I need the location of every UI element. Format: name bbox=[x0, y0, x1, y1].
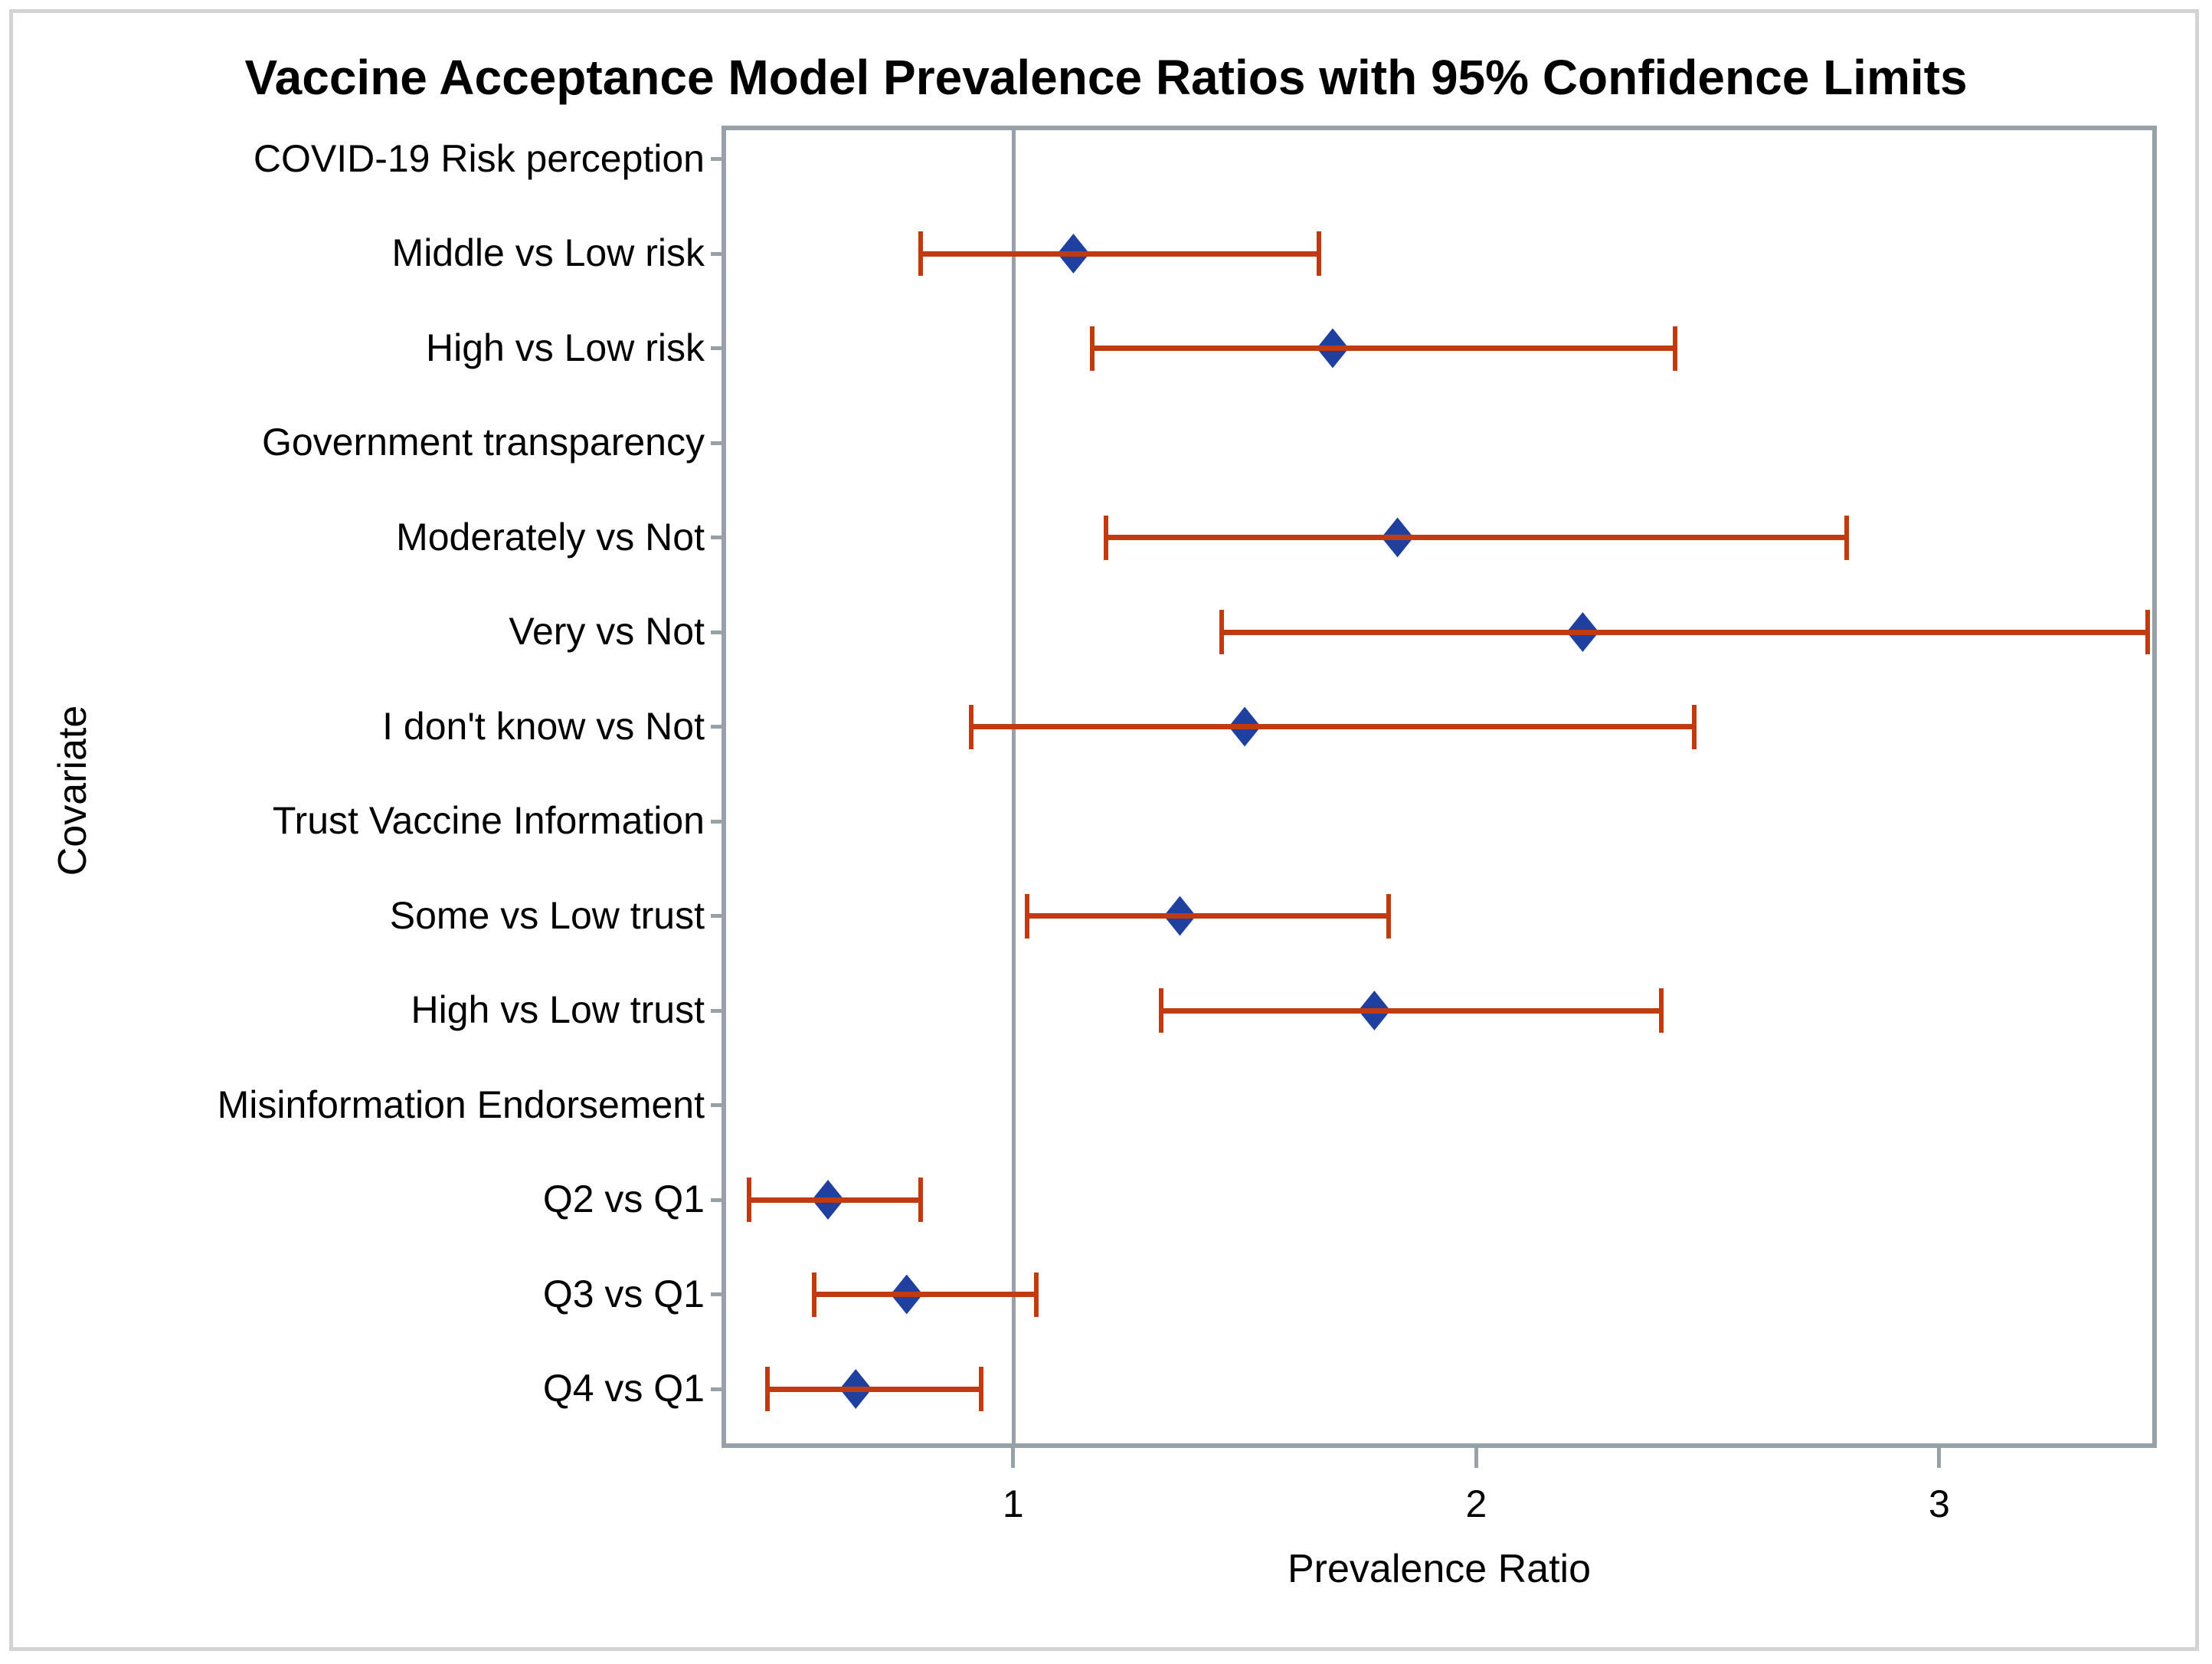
ci-cap-upper bbox=[918, 1178, 923, 1222]
confidence-interval-bar bbox=[1026, 913, 1389, 919]
ci-cap-lower bbox=[765, 1367, 771, 1411]
y-axis-tick bbox=[711, 1292, 726, 1296]
category-label: I don't know vs Not bbox=[382, 704, 705, 748]
ci-cap-upper bbox=[1034, 1272, 1039, 1317]
confidence-interval-bar bbox=[767, 1386, 981, 1392]
ci-cap-lower bbox=[811, 1272, 816, 1317]
confidence-interval-bar bbox=[1221, 629, 2148, 635]
ci-cap-lower bbox=[918, 231, 923, 276]
ci-cap-lower bbox=[1089, 326, 1095, 371]
confidence-interval-bar bbox=[1105, 535, 1847, 540]
category-header-label: Government transparency bbox=[261, 420, 705, 463]
ci-cap-upper bbox=[1673, 326, 1678, 371]
ci-cap-upper bbox=[1691, 704, 1697, 749]
y-axis-tick bbox=[711, 1197, 726, 1202]
y-axis-title: Covariate bbox=[51, 705, 95, 876]
category-label: Some vs Low trust bbox=[389, 893, 705, 937]
category-header-label: Misinformation Endorsement bbox=[217, 1083, 705, 1126]
ci-cap-upper bbox=[978, 1367, 983, 1411]
x-axis-tick-label: 1 bbox=[1002, 1482, 1024, 1525]
category-label: High vs Low risk bbox=[426, 326, 705, 369]
y-axis-tick bbox=[711, 1103, 726, 1107]
ci-cap-lower bbox=[747, 1178, 752, 1222]
x-axis-tick bbox=[1937, 1448, 1942, 1468]
figure-border bbox=[9, 9, 2199, 1651]
confidence-interval-bar bbox=[920, 251, 1319, 257]
category-label: Q3 vs Q1 bbox=[542, 1272, 705, 1315]
category-header-label: Trust Vaccine Information bbox=[272, 798, 705, 842]
confidence-interval-bar bbox=[1091, 346, 1676, 351]
category-label: Q2 vs Q1 bbox=[542, 1177, 705, 1220]
ci-cap-upper bbox=[2145, 610, 2150, 654]
confidence-interval-bar bbox=[1161, 1007, 1662, 1014]
ci-cap-upper bbox=[1659, 988, 1664, 1033]
category-label: Middle vs Low risk bbox=[391, 231, 705, 274]
ci-cap-lower bbox=[1219, 610, 1224, 654]
x-axis-tick bbox=[1011, 1448, 1016, 1468]
y-axis-tick bbox=[711, 346, 726, 350]
x-axis-tick bbox=[1474, 1448, 1478, 1468]
y-axis-tick bbox=[711, 251, 726, 256]
ci-cap-upper bbox=[1316, 231, 1321, 276]
x-axis-tick-label: 2 bbox=[1465, 1482, 1487, 1525]
confidence-interval-bar bbox=[749, 1197, 921, 1203]
category-label: High vs Low trust bbox=[411, 988, 705, 1031]
category-label: Moderately vs Not bbox=[396, 515, 705, 558]
ci-cap-lower bbox=[1024, 893, 1029, 938]
chart-title: Vaccine Acceptance Model Prevalence Rati… bbox=[244, 50, 1968, 105]
y-axis-tick bbox=[711, 441, 726, 445]
x-axis-title: Prevalence Ratio bbox=[1288, 1547, 1591, 1591]
confidence-interval-bar bbox=[813, 1292, 1037, 1297]
category-label: Very vs Not bbox=[509, 609, 705, 653]
ci-cap-lower bbox=[969, 704, 974, 749]
reference-line bbox=[1011, 130, 1016, 1446]
ci-cap-lower bbox=[1159, 988, 1164, 1033]
ci-cap-lower bbox=[1103, 515, 1108, 560]
category-label: Q4 vs Q1 bbox=[542, 1366, 705, 1410]
y-axis-tick bbox=[711, 536, 726, 539]
y-axis-tick bbox=[711, 1387, 726, 1391]
y-axis-tick bbox=[711, 725, 726, 729]
y-axis-tick bbox=[711, 819, 726, 824]
y-axis-tick bbox=[711, 914, 726, 918]
ci-cap-upper bbox=[1844, 515, 1849, 560]
ci-cap-upper bbox=[1386, 893, 1391, 938]
y-axis-tick bbox=[711, 630, 726, 634]
y-axis-tick bbox=[711, 157, 726, 161]
category-header-label: COVID-19 Risk perception bbox=[253, 136, 705, 180]
x-axis-tick-label: 3 bbox=[1929, 1482, 1950, 1525]
plot-area-frame bbox=[722, 126, 2157, 1448]
confidence-interval-bar bbox=[971, 724, 1694, 729]
y-axis-tick bbox=[711, 1008, 726, 1013]
